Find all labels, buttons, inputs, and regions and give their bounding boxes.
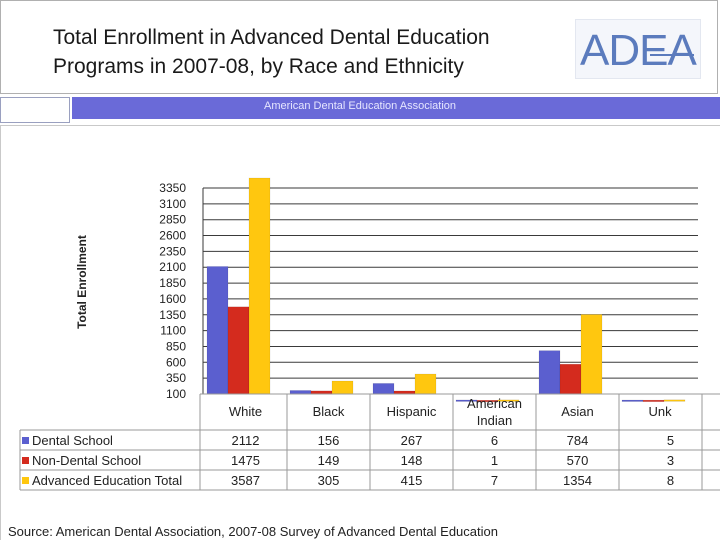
bar — [559, 363, 582, 395]
category-label: American — [467, 396, 522, 411]
legend-label: Dental School — [32, 433, 113, 448]
data-table-value: 2112 — [232, 433, 260, 448]
bar — [642, 399, 665, 402]
enrollment-chart: 3350310028502600235021001850160013501100… — [19, 177, 720, 491]
y-tick-label: 350 — [166, 371, 186, 385]
bar — [372, 383, 395, 395]
data-table-value: 8 — [667, 473, 674, 488]
bar — [289, 390, 312, 395]
legend-label: Advanced Education Total — [32, 473, 182, 488]
bar — [206, 266, 229, 395]
category-label: White — [229, 404, 262, 419]
y-tick-label: 2850 — [159, 213, 186, 227]
y-tick-label: 600 — [166, 355, 186, 369]
bar — [227, 306, 250, 395]
data-table-value: 6 — [491, 433, 498, 448]
legend-key — [22, 437, 29, 444]
data-table-value: 570 — [567, 453, 589, 468]
y-tick-label: 850 — [166, 339, 186, 353]
bar — [414, 373, 437, 395]
bar — [248, 177, 271, 395]
data-table-value: 415 — [401, 473, 423, 488]
title-line-1: Total Enrollment in Advanced Dental Educ… — [53, 26, 490, 49]
source-footnote: Source: American Dental Association, 200… — [8, 524, 498, 539]
data-table-value: 156 — [318, 433, 340, 448]
data-table-value: 148 — [401, 453, 423, 468]
bar — [621, 399, 644, 402]
y-tick-label: 2100 — [159, 260, 186, 274]
adea-logo-text: ADEA — [580, 26, 697, 75]
legend-key — [22, 457, 29, 464]
y-tick-label: 100 — [166, 387, 186, 401]
y-tick-label: 1850 — [159, 276, 186, 290]
legend-key — [22, 477, 29, 484]
data-table-value: 7 — [491, 473, 498, 488]
data-table-value: 305 — [318, 473, 340, 488]
adea-logo-line — [650, 54, 694, 56]
y-tick-label: 2600 — [159, 229, 186, 243]
data-table-value: 149 — [318, 453, 340, 468]
bar — [331, 380, 354, 395]
category-label: Asian — [561, 404, 594, 419]
data-table-value: 3587 — [231, 473, 260, 488]
data-table-value: 3 — [667, 453, 674, 468]
title-line-2: Programs in 2007-08, by Race and Ethnici… — [53, 55, 464, 78]
data-table-value: 1475 — [231, 453, 260, 468]
category-label: Indian — [477, 413, 512, 428]
data-table-value: 267 — [401, 433, 423, 448]
y-tick-label: 3350 — [159, 181, 186, 195]
header-band: American Dental Education Association — [0, 97, 720, 123]
legend-label: Non-Dental School — [32, 453, 141, 468]
category-label: Hispanic — [387, 404, 437, 419]
bar — [580, 314, 603, 395]
y-axis-title: Total Enrollment — [75, 235, 89, 329]
band-left-box — [0, 97, 70, 123]
band-bar — [72, 97, 720, 119]
data-table-value: 784 — [567, 433, 589, 448]
category-label: Black — [313, 404, 345, 419]
adea-logo: ADEA — [575, 19, 701, 79]
bar — [538, 350, 561, 395]
y-tick-label: 1100 — [160, 324, 186, 338]
y-tick-label: 1600 — [159, 292, 186, 306]
data-table-value: 1 — [491, 453, 498, 468]
bar — [663, 399, 686, 402]
slide-title: Total Enrollment in Advanced Dental Educ… — [53, 23, 573, 81]
category-label: Unk — [649, 404, 673, 419]
y-tick-label: 3100 — [159, 197, 186, 211]
data-table-value: 1354 — [563, 473, 592, 488]
y-tick-label: 1350 — [159, 308, 186, 322]
title-area: Total Enrollment in Advanced Dental Educ… — [0, 0, 718, 94]
band-text: American Dental Education Association — [264, 100, 456, 112]
bar — [497, 399, 520, 402]
chart-frame — [0, 125, 720, 540]
data-table-value: 5 — [667, 433, 674, 448]
y-tick-label: 2350 — [159, 244, 186, 258]
